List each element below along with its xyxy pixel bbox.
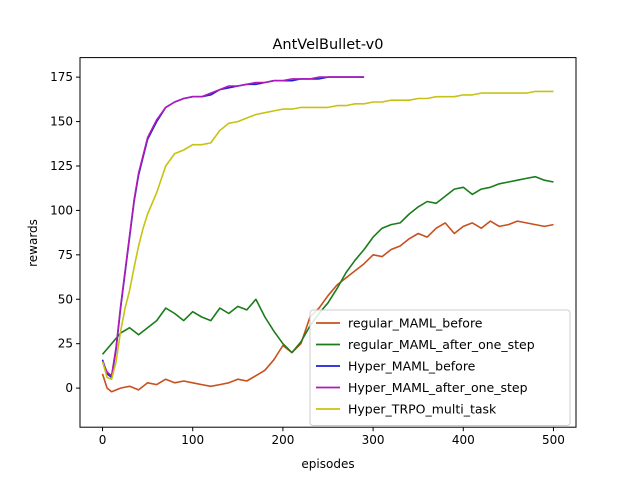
y-tick-label: 125 — [50, 159, 73, 173]
plot-frame — [79, 57, 577, 428]
x-axis-ticks: 0 100 200 300 400 500 — [99, 427, 565, 447]
series-line-hyper-trpo-multi-task — [101, 90, 554, 381]
y-tick-label: 25 — [58, 337, 73, 351]
x-tick-label: 300 — [362, 433, 385, 447]
x-tick-label: 200 — [271, 433, 294, 447]
y-tick-label: 50 — [58, 292, 73, 306]
x-tick-label: 100 — [181, 433, 204, 447]
y-axis-title: rewards — [26, 219, 40, 267]
legend-label: regular_MAML_after_one_step — [348, 337, 535, 352]
y-axis-ticks: 0 25 50 75 100 125 150 175 — [50, 70, 80, 395]
x-tick-label: 400 — [452, 433, 475, 447]
y-tick-label: 150 — [50, 115, 73, 129]
legend-label: Hyper_TRPO_multi_task — [348, 402, 497, 417]
x-axis-title: episodes — [301, 457, 354, 471]
legend: regular_MAML_before regular_MAML_after_on… — [309, 309, 571, 426]
series-line-regular-maml-before — [101, 220, 554, 393]
legend-label: regular_MAML_before — [348, 316, 483, 331]
series-line-hyper-maml-after-one-step — [101, 76, 365, 377]
y-tick-label: 75 — [58, 248, 73, 262]
y-tick-label: 175 — [50, 70, 73, 84]
legend-label: Hyper_MAML_after_one_step — [348, 380, 528, 395]
chart-title: AntVelBullet-v0 — [273, 37, 384, 53]
legend-box — [309, 309, 571, 426]
x-tick-label: 0 — [99, 433, 107, 447]
y-tick-label: 0 — [65, 381, 73, 395]
y-tick-label: 100 — [50, 203, 73, 217]
legend-label: Hyper_MAML_before — [348, 359, 476, 374]
plot-lines — [101, 76, 554, 393]
x-tick-label: 500 — [542, 433, 565, 447]
series-line-regular-maml-after-one-step — [101, 175, 554, 355]
